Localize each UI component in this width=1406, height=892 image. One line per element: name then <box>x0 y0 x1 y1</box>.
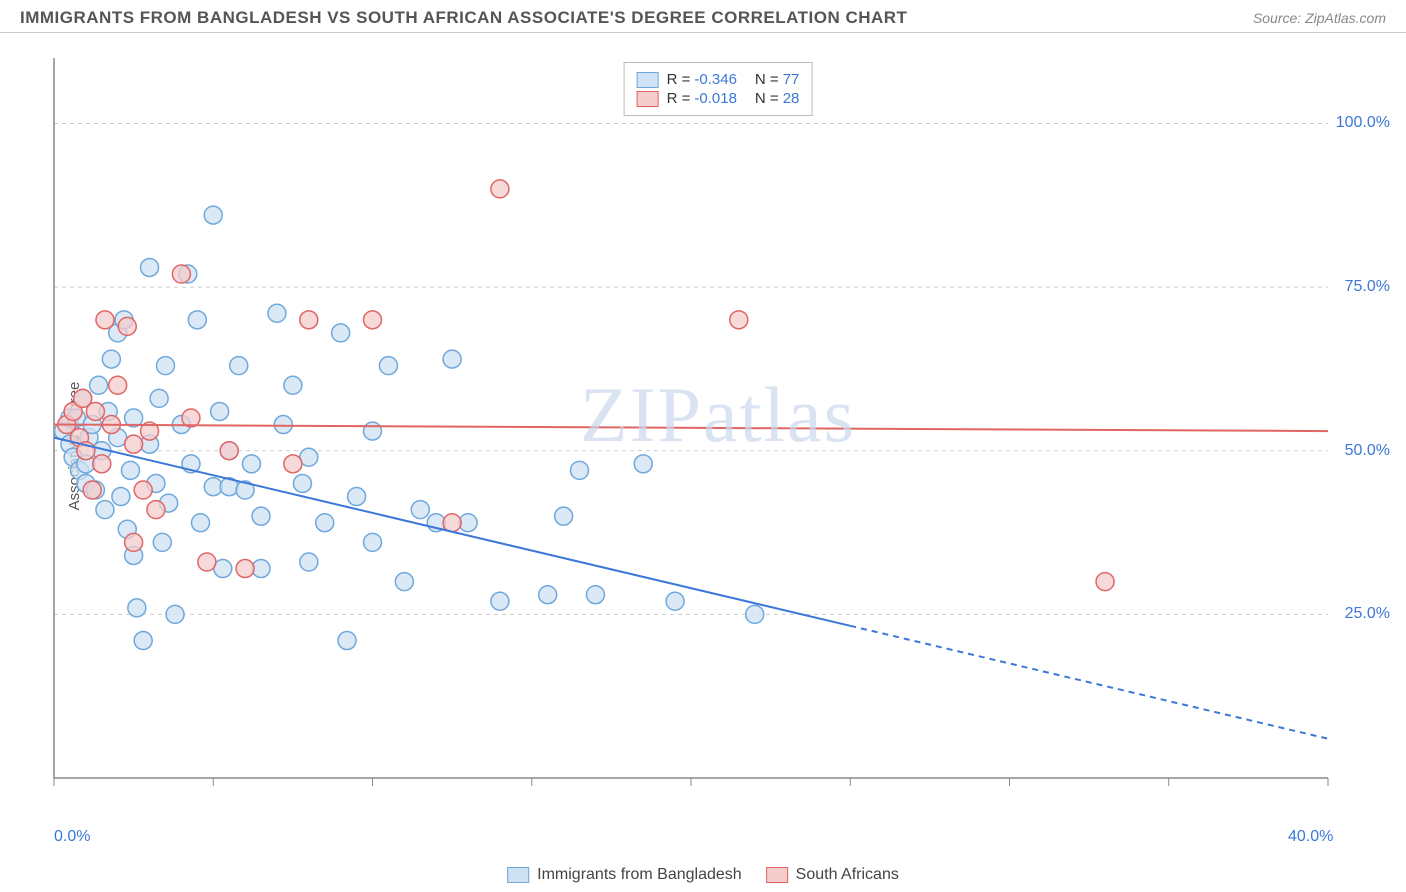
legend-n-1: N =28 <box>755 90 799 107</box>
legend-series: Immigrants from Bangladesh South African… <box>507 866 899 884</box>
legend-swatch-b1 <box>766 867 788 883</box>
legend-swatch-1 <box>637 91 659 107</box>
source-name: ZipAtlas.com <box>1305 10 1386 26</box>
legend-stats-row-1: R =-0.018 N =28 <box>637 90 800 107</box>
source-prefix: Source: <box>1253 10 1305 26</box>
legend-r-0: R =-0.346 <box>667 71 737 88</box>
chart-source: Source: ZipAtlas.com <box>1253 10 1386 26</box>
legend-n-0: N =77 <box>755 71 799 88</box>
legend-stats: R =-0.346 N =77 R =-0.018 N =28 <box>624 62 813 116</box>
scatter-plot <box>48 58 1388 818</box>
legend-r-1: R =-0.018 <box>667 90 737 107</box>
y-tick-label: 100.0% <box>1334 114 1392 132</box>
legend-swatch-0 <box>637 72 659 88</box>
legend-stats-row-0: R =-0.346 N =77 <box>637 71 800 88</box>
legend-label-1: South Africans <box>796 866 899 884</box>
legend-series-1: South Africans <box>766 866 899 884</box>
legend-swatch-b0 <box>507 867 529 883</box>
chart-area: ZIPatlas R =-0.346 N =77 R =-0.018 N =28… <box>48 58 1388 818</box>
y-tick-label: 50.0% <box>1343 442 1392 460</box>
legend-label-0: Immigrants from Bangladesh <box>537 866 742 884</box>
x-tick-label: 40.0% <box>1288 828 1333 846</box>
legend-series-0: Immigrants from Bangladesh <box>507 866 742 884</box>
y-tick-label: 25.0% <box>1343 605 1392 623</box>
chart-title: IMMIGRANTS FROM BANGLADESH VS SOUTH AFRI… <box>20 8 907 28</box>
x-tick-label: 0.0% <box>54 828 90 846</box>
y-tick-label: 75.0% <box>1343 278 1392 296</box>
chart-header: IMMIGRANTS FROM BANGLADESH VS SOUTH AFRI… <box>0 0 1406 33</box>
